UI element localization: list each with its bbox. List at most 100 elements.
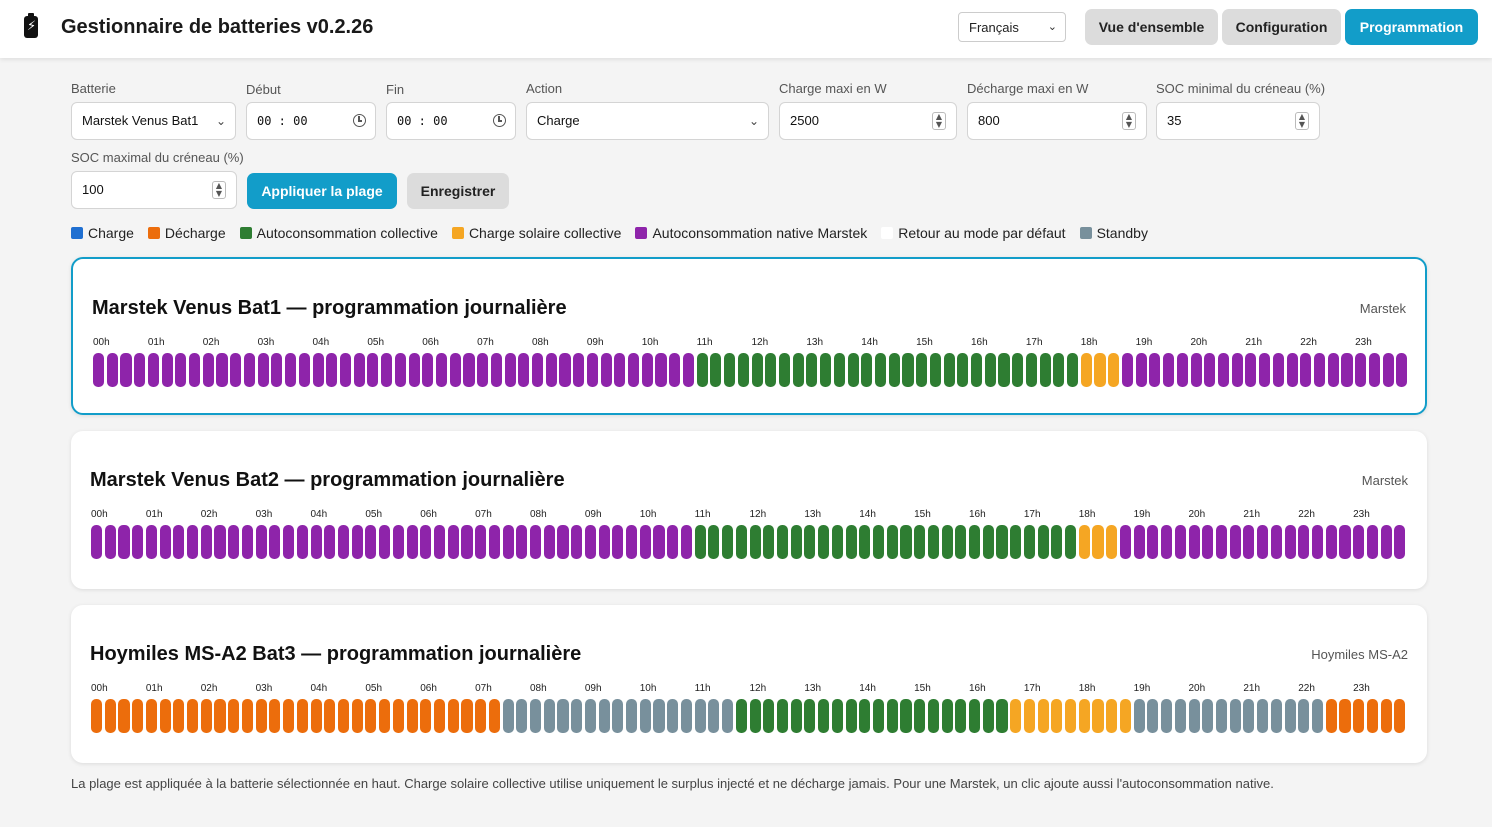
schedule-slot[interactable] xyxy=(1078,525,1090,559)
schedule-slot[interactable] xyxy=(1394,699,1406,733)
clock-icon[interactable] xyxy=(353,114,366,127)
schedule-slot[interactable] xyxy=(1174,525,1186,559)
schedule-slot[interactable] xyxy=(326,353,338,387)
discharge-max-input[interactable]: 800 ▲ ▼ xyxy=(967,102,1147,140)
schedule-slot[interactable] xyxy=(557,699,569,733)
schedule-slot[interactable] xyxy=(1284,525,1296,559)
schedule-slot[interactable] xyxy=(874,353,887,387)
schedule-slot[interactable] xyxy=(927,525,939,559)
schedule-slot[interactable] xyxy=(337,525,350,559)
schedule-slot[interactable] xyxy=(1067,353,1079,387)
schedule-slot[interactable] xyxy=(626,525,638,559)
schedule-slot[interactable] xyxy=(422,353,434,387)
schedule-slot[interactable] xyxy=(202,353,214,387)
schedule-slot[interactable] xyxy=(365,525,377,559)
schedule-slot[interactable] xyxy=(120,353,132,387)
schedule-slot[interactable] xyxy=(147,353,159,387)
schedule-slot[interactable] xyxy=(1161,525,1173,559)
nav-overview-button[interactable]: Vue d'ensemble xyxy=(1085,9,1218,45)
schedule-slot[interactable] xyxy=(351,525,363,559)
schedule-slot[interactable] xyxy=(1202,525,1214,559)
schedule-slot[interactable] xyxy=(626,699,638,733)
schedule-slot[interactable] xyxy=(1270,525,1282,559)
schedule-slot[interactable] xyxy=(1215,525,1228,559)
schedule-slot[interactable] xyxy=(283,699,295,733)
schedule-slot[interactable] xyxy=(214,525,226,559)
schedule-slot[interactable] xyxy=(1149,353,1161,387)
schedule-slot[interactable] xyxy=(530,699,542,733)
schedule-slot[interactable] xyxy=(751,353,763,387)
schedule-slot[interactable] xyxy=(1161,699,1173,733)
schedule-slot[interactable] xyxy=(765,353,777,387)
schedule-slot[interactable] xyxy=(955,525,967,559)
schedule-slot[interactable] xyxy=(189,353,201,387)
schedule-slot[interactable] xyxy=(187,525,199,559)
schedule-slot[interactable] xyxy=(941,525,953,559)
schedule-slot[interactable] xyxy=(669,353,681,387)
schedule-slot[interactable] xyxy=(680,699,693,733)
schedule-slot[interactable] xyxy=(106,353,118,387)
schedule-slot[interactable] xyxy=(696,353,708,387)
schedule-slot[interactable] xyxy=(461,525,473,559)
schedule-slot[interactable] xyxy=(543,699,555,733)
schedule-slot[interactable] xyxy=(708,699,720,733)
schedule-slot[interactable] xyxy=(996,699,1008,733)
schedule-slot[interactable] xyxy=(353,353,365,387)
schedule-slot[interactable] xyxy=(586,353,598,387)
schedule-slot[interactable] xyxy=(175,353,187,387)
schedule-slot[interactable] xyxy=(118,699,130,733)
schedule-slot[interactable] xyxy=(914,699,926,733)
schedule-slot[interactable] xyxy=(1229,699,1241,733)
schedule-slot[interactable] xyxy=(1080,353,1092,387)
schedule-slot[interactable] xyxy=(1245,353,1257,387)
schedule-slot[interactable] xyxy=(159,525,171,559)
schedule-slot[interactable] xyxy=(1325,525,1337,559)
schedule-slot[interactable] xyxy=(818,525,830,559)
schedule-slot[interactable] xyxy=(820,353,832,387)
schedule-slot[interactable] xyxy=(804,525,816,559)
schedule-slot[interactable] xyxy=(1190,353,1202,387)
schedule-slot[interactable] xyxy=(1037,525,1049,559)
schedule-slot[interactable] xyxy=(902,353,914,387)
schedule-slot[interactable] xyxy=(1204,353,1216,387)
schedule-slot[interactable] xyxy=(1368,353,1380,387)
schedule-slot[interactable] xyxy=(1366,699,1378,733)
schedule-slot[interactable] xyxy=(1353,699,1365,733)
schedule-slot[interactable] xyxy=(435,353,448,387)
schedule-slot[interactable] xyxy=(573,353,585,387)
schedule-slot[interactable] xyxy=(941,699,953,733)
schedule-slot[interactable] xyxy=(1094,353,1106,387)
schedule-slot[interactable] xyxy=(943,353,955,387)
schedule-slot[interactable] xyxy=(324,525,336,559)
schedule-slot[interactable] xyxy=(310,699,322,733)
schedule-slot[interactable] xyxy=(255,525,267,559)
schedule-slot[interactable] xyxy=(1396,353,1408,387)
schedule-slot[interactable] xyxy=(104,699,116,733)
schedule-slot[interactable] xyxy=(914,525,926,559)
schedule-slot[interactable] xyxy=(900,699,912,733)
schedule-slot[interactable] xyxy=(1037,699,1049,733)
schedule-slot[interactable] xyxy=(955,699,967,733)
schedule-slot[interactable] xyxy=(447,525,459,559)
schedule-slot[interactable] xyxy=(543,525,555,559)
schedule-slot[interactable] xyxy=(1327,353,1339,387)
schedule-slot[interactable] xyxy=(420,699,432,733)
schedule-slot[interactable] xyxy=(886,525,898,559)
schedule-slot[interactable] xyxy=(749,699,761,733)
schedule-slot[interactable] xyxy=(872,525,885,559)
schedule-slot[interactable] xyxy=(1341,353,1353,387)
schedule-slot[interactable] xyxy=(682,353,695,387)
schedule-slot[interactable] xyxy=(1325,699,1337,733)
schedule-slot[interactable] xyxy=(1298,699,1310,733)
schedule-slot[interactable] xyxy=(1051,525,1063,559)
schedule-slot[interactable] xyxy=(1202,699,1214,733)
schedule-slot[interactable] xyxy=(159,699,171,733)
schedule-slot[interactable] xyxy=(530,525,542,559)
schedule-slot[interactable] xyxy=(763,699,775,733)
schedule-slot[interactable] xyxy=(667,699,679,733)
schedule-slot[interactable] xyxy=(927,699,939,733)
schedule-slot[interactable] xyxy=(433,699,446,733)
schedule-slot[interactable] xyxy=(230,353,242,387)
schedule-slot[interactable] xyxy=(351,699,363,733)
nav-scheduling-button[interactable]: Programmation xyxy=(1345,9,1478,45)
